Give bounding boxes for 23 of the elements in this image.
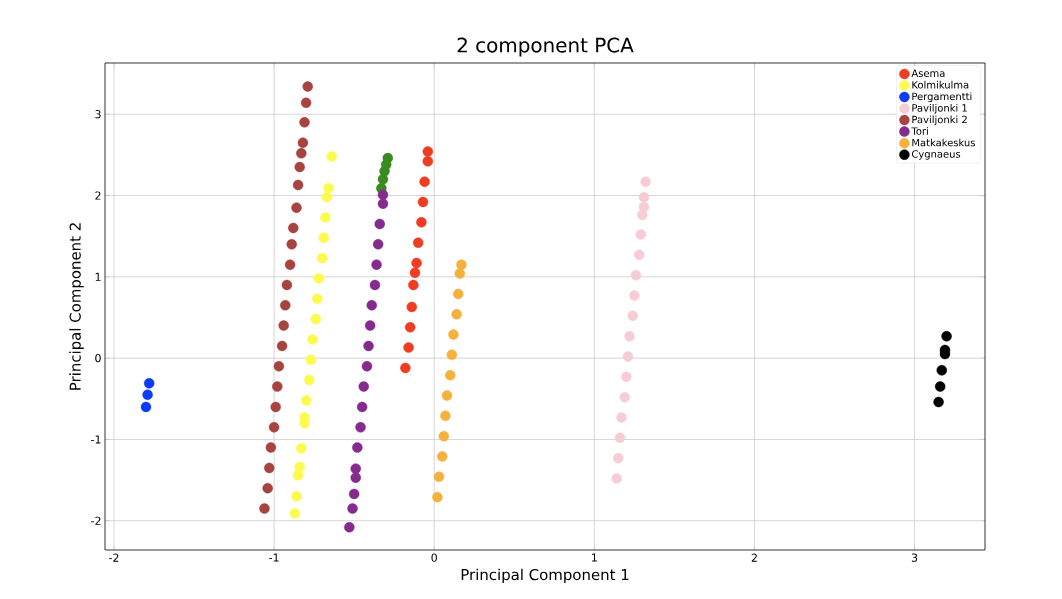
x-tick-label: 1: [592, 553, 597, 562]
legend-label: Cygnaeus: [911, 150, 961, 160]
x-tick-label: 0: [431, 553, 437, 562]
x-tick-label: -2: [109, 553, 119, 562]
legend-label: Matkakeskus: [912, 138, 975, 147]
legend-label: Paviljonki 2: [912, 115, 967, 126]
x-tick-label: -1: [269, 553, 279, 562]
legend-label: Pergamentti: [912, 92, 972, 103]
y-tick-label: 2: [95, 191, 101, 200]
y-tick-label: -1: [91, 435, 101, 444]
y-tick-label: -2: [91, 516, 101, 525]
x-tick-label: 3: [911, 553, 918, 562]
y-tick-label: 1: [95, 272, 101, 281]
chart-title: 2 component PCA: [457, 37, 634, 57]
y-tick-label: 3: [95, 110, 101, 119]
y-tick-label: 0: [95, 353, 101, 363]
legend-label: Tori: [911, 127, 928, 135]
y-axis-title: Principal Component 2: [69, 223, 84, 390]
x-axis-title: Principal Component 1: [461, 568, 629, 584]
legend-label: Asema: [911, 69, 945, 78]
x-tick-label: 2: [751, 553, 757, 562]
legend-label: Kolmikulma: [912, 80, 969, 89]
legend-label: Paviljonki 1: [912, 103, 967, 114]
